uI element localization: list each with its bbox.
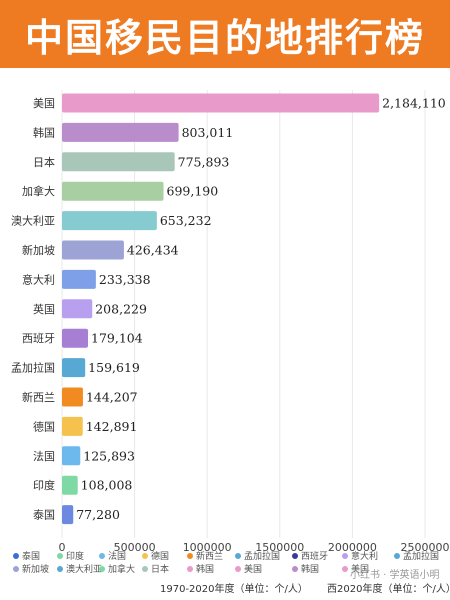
legend-marker (57, 553, 63, 559)
bar-6 (62, 240, 124, 260)
bars (62, 93, 380, 525)
x-tick-label: 1000000 (183, 541, 232, 554)
category-label: 韩国 (33, 125, 55, 139)
legend-marker (99, 553, 105, 559)
legend-marker (13, 566, 19, 572)
value-label: 775,893 (178, 154, 230, 169)
watermark: 小红书 · 学英语小明 (350, 568, 440, 581)
value-label: 144,207 (86, 390, 138, 405)
legend-entry: 新西兰 (196, 550, 223, 562)
bar-12 (62, 416, 83, 436)
bar-8 (62, 299, 93, 319)
footer-period-label-2: 西2020年度（单位：个/人） (327, 582, 450, 595)
bar-15 (62, 505, 74, 525)
bar-14 (62, 475, 78, 495)
value-label: 653,232 (160, 213, 212, 228)
bar-9 (62, 328, 89, 348)
bar-10 (62, 358, 86, 378)
bar-4 (62, 181, 164, 201)
legend-marker (235, 553, 241, 559)
legend-marker (187, 566, 193, 572)
bar-1 (62, 93, 380, 113)
legend-entry: 法国 (108, 550, 126, 562)
value-labels: 2,184,110 803,011 775,893 699,190 653,232 426… (76, 96, 446, 523)
value-label: 208,229 (95, 301, 147, 316)
legend-marker (99, 566, 105, 572)
category-label: 日本 (33, 155, 55, 169)
bar-11 (62, 387, 83, 407)
x-axis-ticks: 0 500000 1000000 1500000 2000000 2500000 (59, 541, 450, 554)
legend-marker (187, 553, 193, 559)
legend-entry: 印度 (66, 550, 84, 562)
value-label: 125,893 (83, 448, 135, 463)
value-label: 77,280 (76, 507, 120, 522)
bar-3 (62, 152, 175, 172)
legend-entry: 西班牙 (301, 550, 328, 562)
category-label: 法国 (33, 449, 55, 463)
category-label: 新西兰 (22, 390, 55, 404)
legend-marker (57, 566, 63, 572)
legend-marker (142, 566, 148, 572)
bar-chart: 美国韩国日本加拿大澳大利亚新加坡意大利英国西班牙孟加拉国新西兰德国法国印度泰国 … (11, 90, 450, 595)
legend-entry: 美国 (351, 563, 369, 575)
bar-13 (62, 446, 81, 466)
value-label: 159,619 (88, 360, 140, 375)
legend-marker (142, 553, 148, 559)
legend-entry: 日本 (151, 563, 169, 575)
legend-marker (292, 553, 298, 559)
category-label: 加拿大 (22, 184, 55, 198)
chart-title: 中国移民目的地排行榜 (24, 15, 425, 60)
legend-marker (342, 553, 348, 559)
x-tick-label: 2500000 (401, 541, 450, 554)
value-label: 108,008 (81, 478, 133, 493)
value-label: 233,338 (99, 272, 151, 287)
category-label: 西班牙 (22, 332, 55, 345)
category-label: 孟加拉国 (11, 361, 55, 375)
category-label: 印度 (33, 478, 55, 492)
x-tick-label: 1500000 (255, 541, 304, 554)
legend-entry: 新加坡 (22, 563, 49, 575)
category-label: 泰国 (33, 508, 55, 522)
legend-entry: 泰国 (22, 550, 40, 562)
legend-entry: 韩国 (196, 563, 214, 575)
value-label: 426,434 (127, 243, 179, 258)
category-label: 英国 (33, 302, 55, 316)
legend-entry: 孟加拉国 (244, 550, 280, 562)
legend-marker (394, 553, 400, 559)
x-tick-label: 2000000 (328, 541, 377, 554)
legend-entry: 澳大利亚 (66, 563, 102, 575)
legend-entry: 德国 (151, 550, 169, 562)
category-label: 美国 (33, 97, 55, 110)
bar-5 (62, 211, 157, 231)
title-banner: 中国移民目的地排行榜 (0, 0, 450, 68)
x-tick-label: 0 (59, 541, 66, 554)
legend-entry: 美国 (244, 563, 262, 575)
value-label: 2,184,110 (382, 96, 446, 111)
legend-marker (235, 566, 241, 572)
x-tick-label: 500000 (114, 541, 156, 554)
bar-7 (62, 269, 96, 289)
legend-entry: 韩国 (301, 563, 319, 575)
footer-period-label: 1970-2020年度（单位：个/人） (160, 582, 308, 595)
category-label: 澳大利亚 (11, 214, 55, 228)
category-label: 新加坡 (22, 243, 55, 257)
category-label: 德国 (33, 419, 55, 433)
bar-2 (62, 122, 179, 142)
legend-entry: 意大利 (351, 550, 378, 562)
legend-entry: 孟加拉国 (403, 550, 439, 562)
footer: 1970-2020年度（单位：个/人） 西2020年度（单位：个/人） 小红书 … (160, 568, 450, 595)
legend-marker (292, 566, 298, 572)
value-label: 699,190 (167, 184, 219, 199)
value-label: 179,104 (91, 331, 143, 346)
legend-marker (13, 553, 19, 559)
category-label: 意大利 (22, 272, 55, 286)
legend-entry: 加拿大 (108, 563, 135, 575)
value-label: 142,891 (86, 419, 138, 434)
value-label: 803,011 (182, 125, 234, 140)
legend-marker (342, 566, 348, 572)
